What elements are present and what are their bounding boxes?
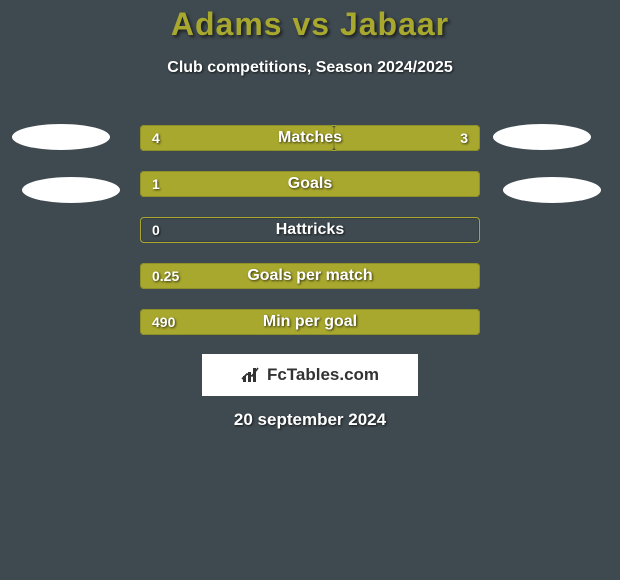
decorative-oval-right-2 [503,177,601,203]
stat-value-left: 0 [152,217,160,243]
page-title: Adams vs Jabaar [0,0,620,43]
decorative-oval-left-2 [22,177,120,203]
fctables-logo-link[interactable]: FcTables.com [202,354,418,396]
stat-row: Goals1 [140,171,480,197]
stat-label: Goals [140,171,480,197]
stat-value-left: 4 [152,125,160,151]
date-label: 20 september 2024 [0,410,620,430]
decorative-oval-left-1 [12,124,110,150]
logo-text: FcTables.com [267,365,379,385]
stat-label: Min per goal [140,309,480,335]
stat-label: Goals per match [140,263,480,289]
stat-row: Matches4 3 [140,125,480,151]
bar-chart-icon [241,366,263,384]
stat-value-left: 490 [152,309,175,335]
stat-row: Hattricks0 [140,217,480,243]
stat-label: Matches [140,125,480,151]
stat-value-right: 3 [460,125,468,151]
stat-value-left: 1 [152,171,160,197]
infographic-container: Adams vs Jabaar Club competitions, Seaso… [0,0,620,580]
stat-row: Goals per match0.25 [140,263,480,289]
stat-label: Hattricks [140,217,480,243]
subtitle: Club competitions, Season 2024/2025 [0,59,620,77]
stat-row: Min per goal490 [140,309,480,335]
stat-value-left: 0.25 [152,263,179,289]
decorative-oval-right-1 [493,124,591,150]
stats-panel: Matches4 3 Goals1 Hattricks0 Goals per match… [140,125,480,355]
